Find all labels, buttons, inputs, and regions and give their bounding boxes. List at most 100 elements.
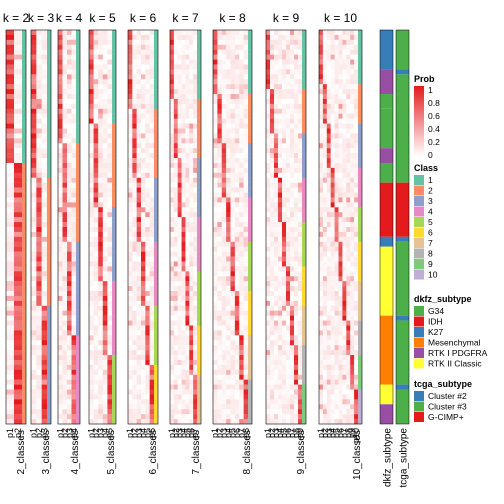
heat-cell xyxy=(230,419,236,425)
heat-cell xyxy=(67,207,72,213)
heat-cell xyxy=(350,30,355,36)
class-bar-cell xyxy=(197,158,201,164)
heat-cell xyxy=(136,39,142,45)
heat-cell xyxy=(230,320,236,326)
heat-cell xyxy=(14,300,23,307)
heat-cell xyxy=(326,54,331,60)
heat-cell xyxy=(274,108,279,114)
heat-cell xyxy=(128,305,133,311)
heat-cell xyxy=(354,197,359,203)
heat-cell xyxy=(102,64,108,70)
panel-bottom-label: 3_classes xyxy=(41,430,52,474)
heat-cell xyxy=(6,281,15,287)
heat-cell xyxy=(298,133,303,139)
heat-cell xyxy=(342,266,347,272)
heat-cell xyxy=(334,335,339,341)
heat-cell xyxy=(149,419,155,425)
heat-cell xyxy=(71,113,77,119)
heat-cell xyxy=(36,261,42,267)
heat-cell xyxy=(226,256,231,262)
heat-cell xyxy=(350,276,355,282)
heat-cell xyxy=(270,197,275,203)
heat-cell xyxy=(170,153,175,159)
heat-cell xyxy=(342,300,347,307)
heat-cell xyxy=(6,286,15,292)
heat-cell xyxy=(181,187,186,193)
class-bar-cell xyxy=(248,192,252,198)
heat-cell xyxy=(282,54,287,60)
heat-cell xyxy=(221,300,227,307)
class-bar-cell xyxy=(248,399,252,405)
heat-cell xyxy=(67,84,72,90)
heat-cell xyxy=(230,409,236,415)
heat-cell xyxy=(177,374,182,380)
heat-cell xyxy=(149,266,155,272)
heat-cell xyxy=(354,271,359,277)
class-bar-cell xyxy=(302,30,306,36)
heat-cell xyxy=(342,39,347,45)
heat-cell xyxy=(217,251,222,257)
class-bar-cell xyxy=(112,217,116,223)
heat-cell xyxy=(338,345,343,351)
heat-cell xyxy=(132,300,137,307)
heat-cell xyxy=(330,103,335,110)
heat-cell xyxy=(102,44,108,50)
class-bar-cell xyxy=(248,49,252,55)
class-bar-cell xyxy=(112,291,116,297)
heat-cell xyxy=(181,207,186,213)
heat-cell xyxy=(89,320,94,326)
class-bar-cell xyxy=(112,30,116,36)
class-bar-cell xyxy=(197,153,201,159)
heat-cell xyxy=(93,143,99,149)
heat-cell xyxy=(354,187,359,193)
heat-cell xyxy=(31,202,37,208)
class-bar-cell xyxy=(358,286,362,292)
class-bar-cell xyxy=(76,350,80,356)
heat-cell xyxy=(350,305,355,311)
heat-cell xyxy=(41,148,48,154)
heat-cell xyxy=(298,202,303,208)
heat-cell xyxy=(14,108,23,114)
heat-cell xyxy=(282,103,287,110)
heat-cell xyxy=(14,281,23,287)
heat-cell xyxy=(342,143,347,149)
heat-cell xyxy=(6,69,15,75)
heat-cell xyxy=(62,414,68,420)
heat-cell xyxy=(326,113,331,119)
class-bar-cell xyxy=(76,227,80,233)
heat-cell xyxy=(338,207,343,213)
heat-cell xyxy=(181,374,186,380)
heat-cell xyxy=(226,153,231,159)
heat-cell xyxy=(298,69,303,75)
class-bar-cell xyxy=(248,231,252,238)
heat-cell xyxy=(145,153,150,159)
heat-cell xyxy=(217,222,222,228)
heat-cell xyxy=(226,350,231,356)
class-bar-cell xyxy=(22,148,26,154)
heat-cell xyxy=(217,236,222,242)
heat-cell xyxy=(128,79,133,85)
heat-cell xyxy=(319,39,324,45)
heat-cell xyxy=(322,98,327,105)
column-label: p3 xyxy=(175,428,185,438)
heat-cell xyxy=(319,340,324,346)
heat-cell xyxy=(14,222,23,228)
heat-cell xyxy=(170,113,175,119)
heat-cell xyxy=(31,49,37,55)
class-bar-cell xyxy=(197,236,201,242)
heat-cell xyxy=(170,222,175,228)
heat-cell xyxy=(58,266,63,272)
heat-cell xyxy=(319,359,324,366)
heat-cell xyxy=(213,384,218,390)
heat-cell xyxy=(319,69,324,75)
heat-cell xyxy=(319,89,324,95)
heat-cell xyxy=(107,359,113,366)
heat-cell xyxy=(67,394,72,400)
heat-cell xyxy=(278,64,283,70)
heat-cell xyxy=(67,34,72,41)
heat-cell xyxy=(149,39,155,45)
heat-cell xyxy=(338,167,343,174)
heat-cell xyxy=(136,108,142,114)
heat-cell xyxy=(319,300,324,307)
heat-cell xyxy=(226,94,231,100)
